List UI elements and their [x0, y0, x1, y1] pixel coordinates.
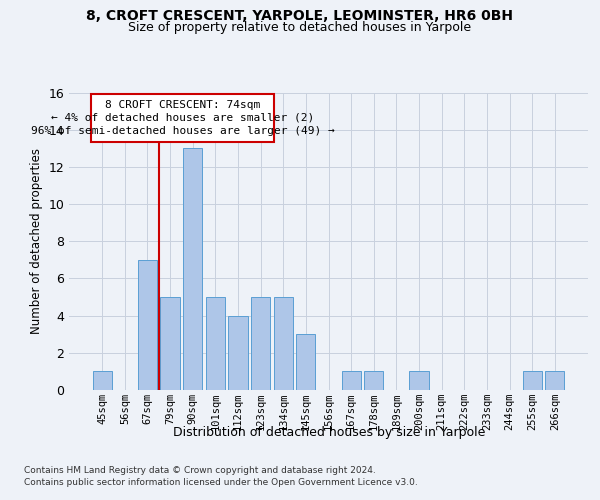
- Bar: [160, 297, 180, 390]
- Text: 8, CROFT CRESCENT, YARPOLE, LEOMINSTER, HR6 0BH: 8, CROFT CRESCENT, YARPOLE, LEOMINSTER, …: [86, 9, 514, 23]
- Bar: [92, 372, 112, 390]
- Bar: [296, 334, 316, 390]
- Text: Contains HM Land Registry data © Crown copyright and database right 2024.: Contains HM Land Registry data © Crown c…: [24, 466, 376, 475]
- Text: 8 CROFT CRESCENT: 74sqm: 8 CROFT CRESCENT: 74sqm: [105, 100, 260, 110]
- Bar: [206, 297, 225, 390]
- Bar: [183, 148, 202, 390]
- FancyBboxPatch shape: [91, 94, 274, 142]
- Bar: [409, 372, 428, 390]
- Bar: [364, 372, 383, 390]
- Bar: [138, 260, 157, 390]
- Bar: [545, 372, 565, 390]
- Text: 96% of semi-detached houses are larger (49) →: 96% of semi-detached houses are larger (…: [31, 126, 335, 136]
- Text: ← 4% of detached houses are smaller (2): ← 4% of detached houses are smaller (2): [51, 112, 314, 122]
- Bar: [341, 372, 361, 390]
- Text: Distribution of detached houses by size in Yarpole: Distribution of detached houses by size …: [173, 426, 485, 439]
- Bar: [251, 297, 270, 390]
- Bar: [523, 372, 542, 390]
- Text: Size of property relative to detached houses in Yarpole: Size of property relative to detached ho…: [128, 21, 472, 34]
- Y-axis label: Number of detached properties: Number of detached properties: [30, 148, 43, 334]
- Text: Contains public sector information licensed under the Open Government Licence v3: Contains public sector information licen…: [24, 478, 418, 487]
- Bar: [229, 316, 248, 390]
- Bar: [274, 297, 293, 390]
